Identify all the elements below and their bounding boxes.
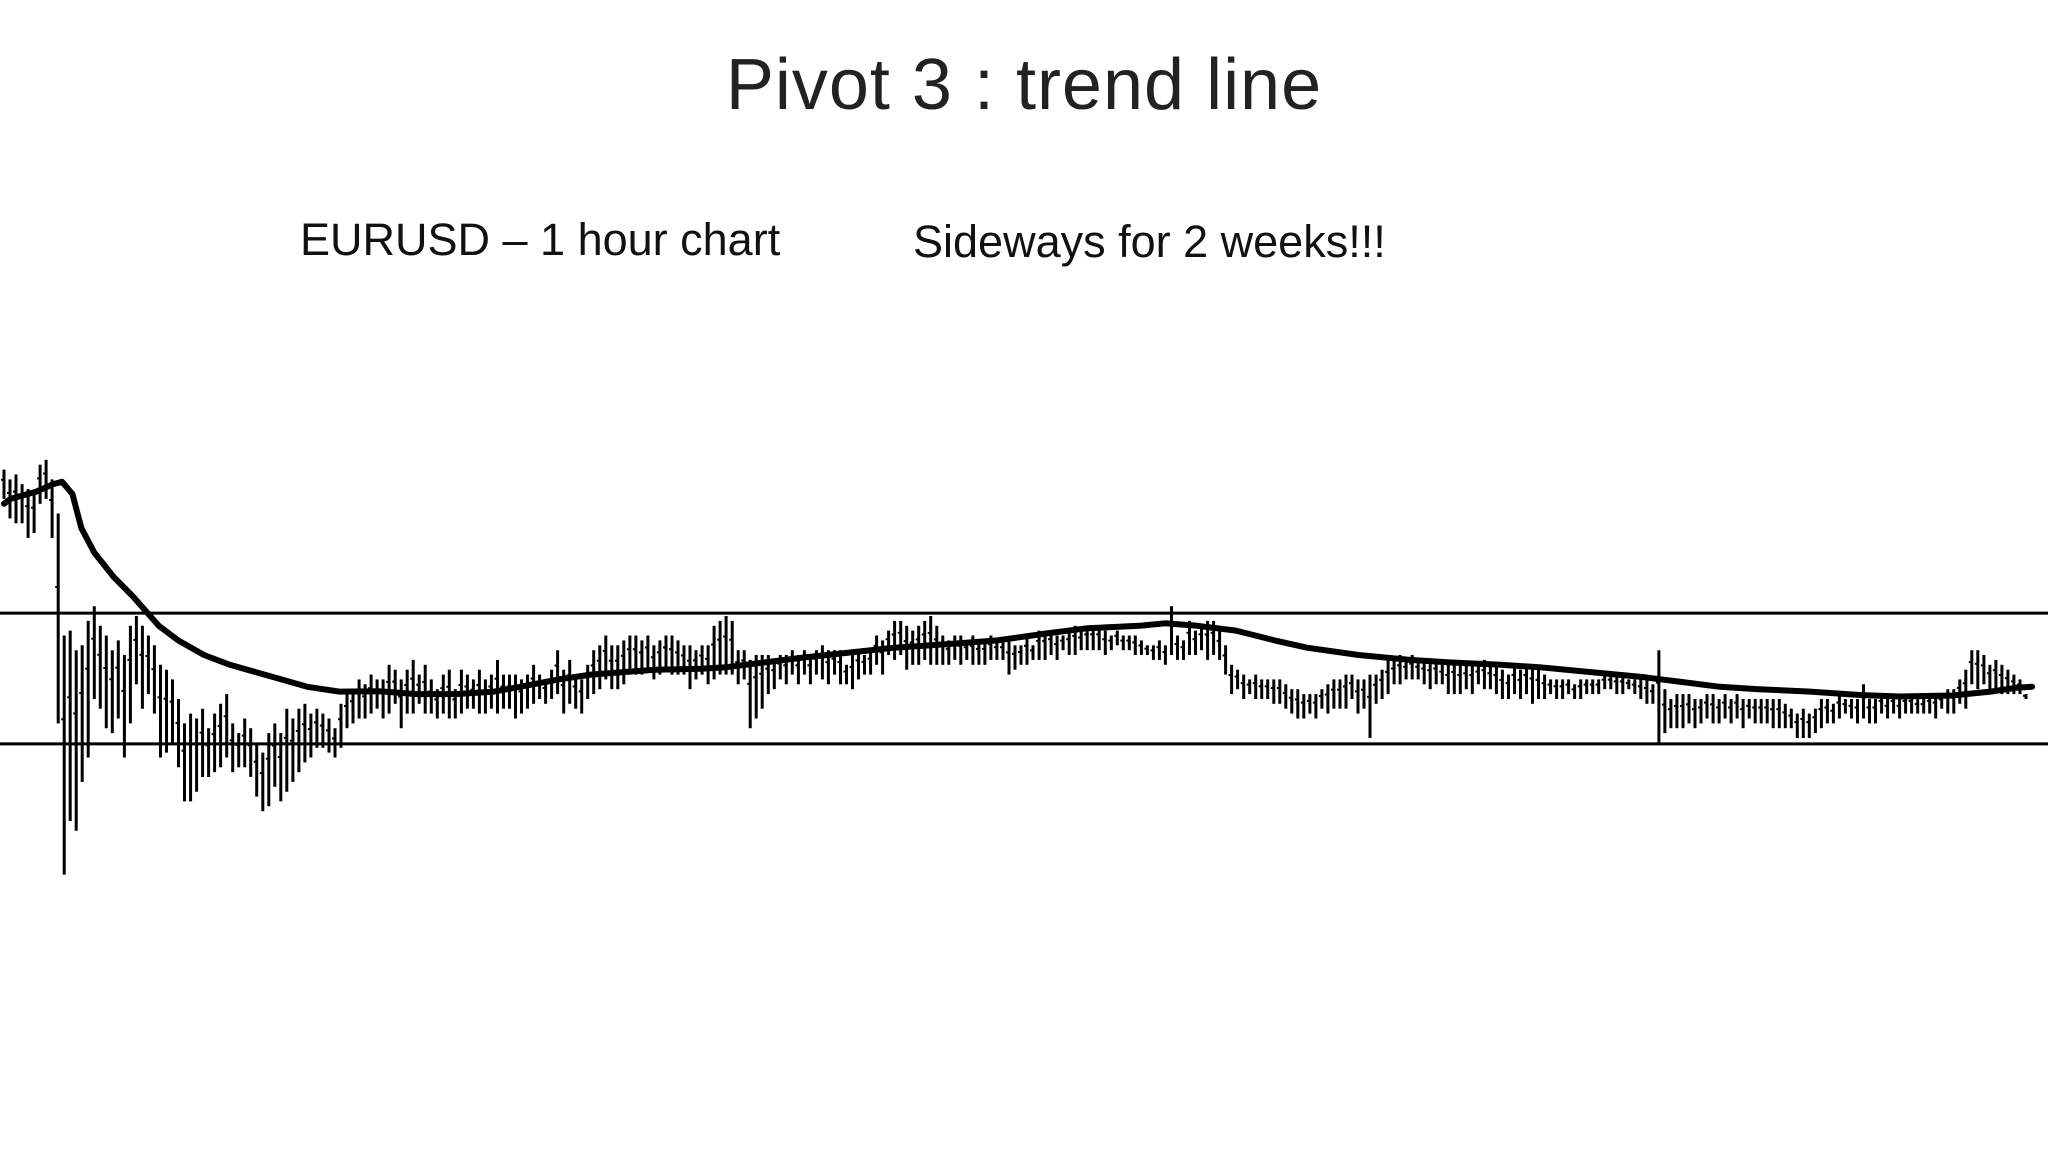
moving-average-layer bbox=[1, 478, 2035, 700]
ohlc-bars bbox=[1, 459, 2028, 875]
slide-title: Pivot 3 : trend line bbox=[725, 45, 1323, 125]
range-lines bbox=[0, 611, 2048, 746]
chart-caption: EURUSD – 1 hour chart bbox=[300, 214, 781, 265]
moving-average-line bbox=[1, 478, 2035, 700]
chart-comment: Sideways for 2 weeks!!! bbox=[913, 216, 1386, 267]
